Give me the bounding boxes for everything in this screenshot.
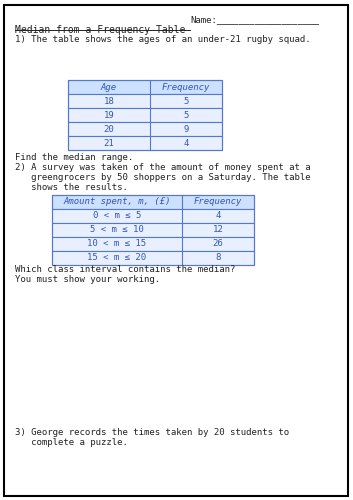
Bar [52, 223, 254, 237]
Text: Which class interval contains the median?: Which class interval contains the median… [15, 265, 235, 274]
Text: 4: 4 [183, 138, 189, 147]
Bar [68, 108, 222, 122]
Text: 5: 5 [183, 110, 189, 120]
Text: 20: 20 [104, 124, 114, 134]
Bar [68, 94, 222, 108]
Bar [68, 80, 222, 94]
Text: Frequency: Frequency [194, 198, 242, 206]
Text: You must show your working.: You must show your working. [15, 275, 160, 284]
Text: 2) A survey was taken of the amount of money spent at a: 2) A survey was taken of the amount of m… [15, 163, 311, 172]
Text: Amount spent, m, (£): Amount spent, m, (£) [63, 198, 171, 206]
Bar [68, 122, 222, 136]
Bar [68, 136, 222, 150]
Text: 1) The table shows the ages of an under-21 rugby squad.: 1) The table shows the ages of an under-… [15, 35, 311, 44]
Text: 26: 26 [213, 240, 223, 248]
Bar [52, 237, 254, 251]
Text: 3) George records the times taken by 20 students to: 3) George records the times taken by 20 … [15, 428, 289, 437]
Text: 5 < m ≤ 10: 5 < m ≤ 10 [90, 226, 144, 234]
Bar [68, 80, 222, 150]
Text: greengrocers by 50 shoppers on a Saturday. The table: greengrocers by 50 shoppers on a Saturda… [15, 173, 311, 182]
Text: 10 < m ≤ 15: 10 < m ≤ 15 [88, 240, 146, 248]
Text: 15 < m ≤ 20: 15 < m ≤ 20 [88, 254, 146, 262]
Bar [52, 195, 254, 209]
Text: shows the results.: shows the results. [15, 183, 128, 192]
Text: 21: 21 [104, 138, 114, 147]
Text: complete a puzzle.: complete a puzzle. [15, 438, 128, 447]
Bar [52, 209, 254, 223]
Text: 4: 4 [215, 212, 221, 220]
Text: 12: 12 [213, 226, 223, 234]
Text: 5: 5 [183, 96, 189, 106]
Text: Find the median range.: Find the median range. [15, 153, 133, 162]
Text: Frequency: Frequency [162, 82, 210, 92]
Text: Name:___________________: Name:___________________ [190, 15, 319, 24]
FancyBboxPatch shape [4, 5, 348, 496]
Text: 0 < m ≤ 5: 0 < m ≤ 5 [93, 212, 141, 220]
Text: 9: 9 [183, 124, 189, 134]
Text: 8: 8 [215, 254, 221, 262]
Bar [52, 195, 254, 265]
Text: Age: Age [101, 82, 117, 92]
Text: Median from a Frequency Table: Median from a Frequency Table [15, 25, 185, 35]
Bar [52, 251, 254, 265]
Text: 19: 19 [104, 110, 114, 120]
Text: 18: 18 [104, 96, 114, 106]
